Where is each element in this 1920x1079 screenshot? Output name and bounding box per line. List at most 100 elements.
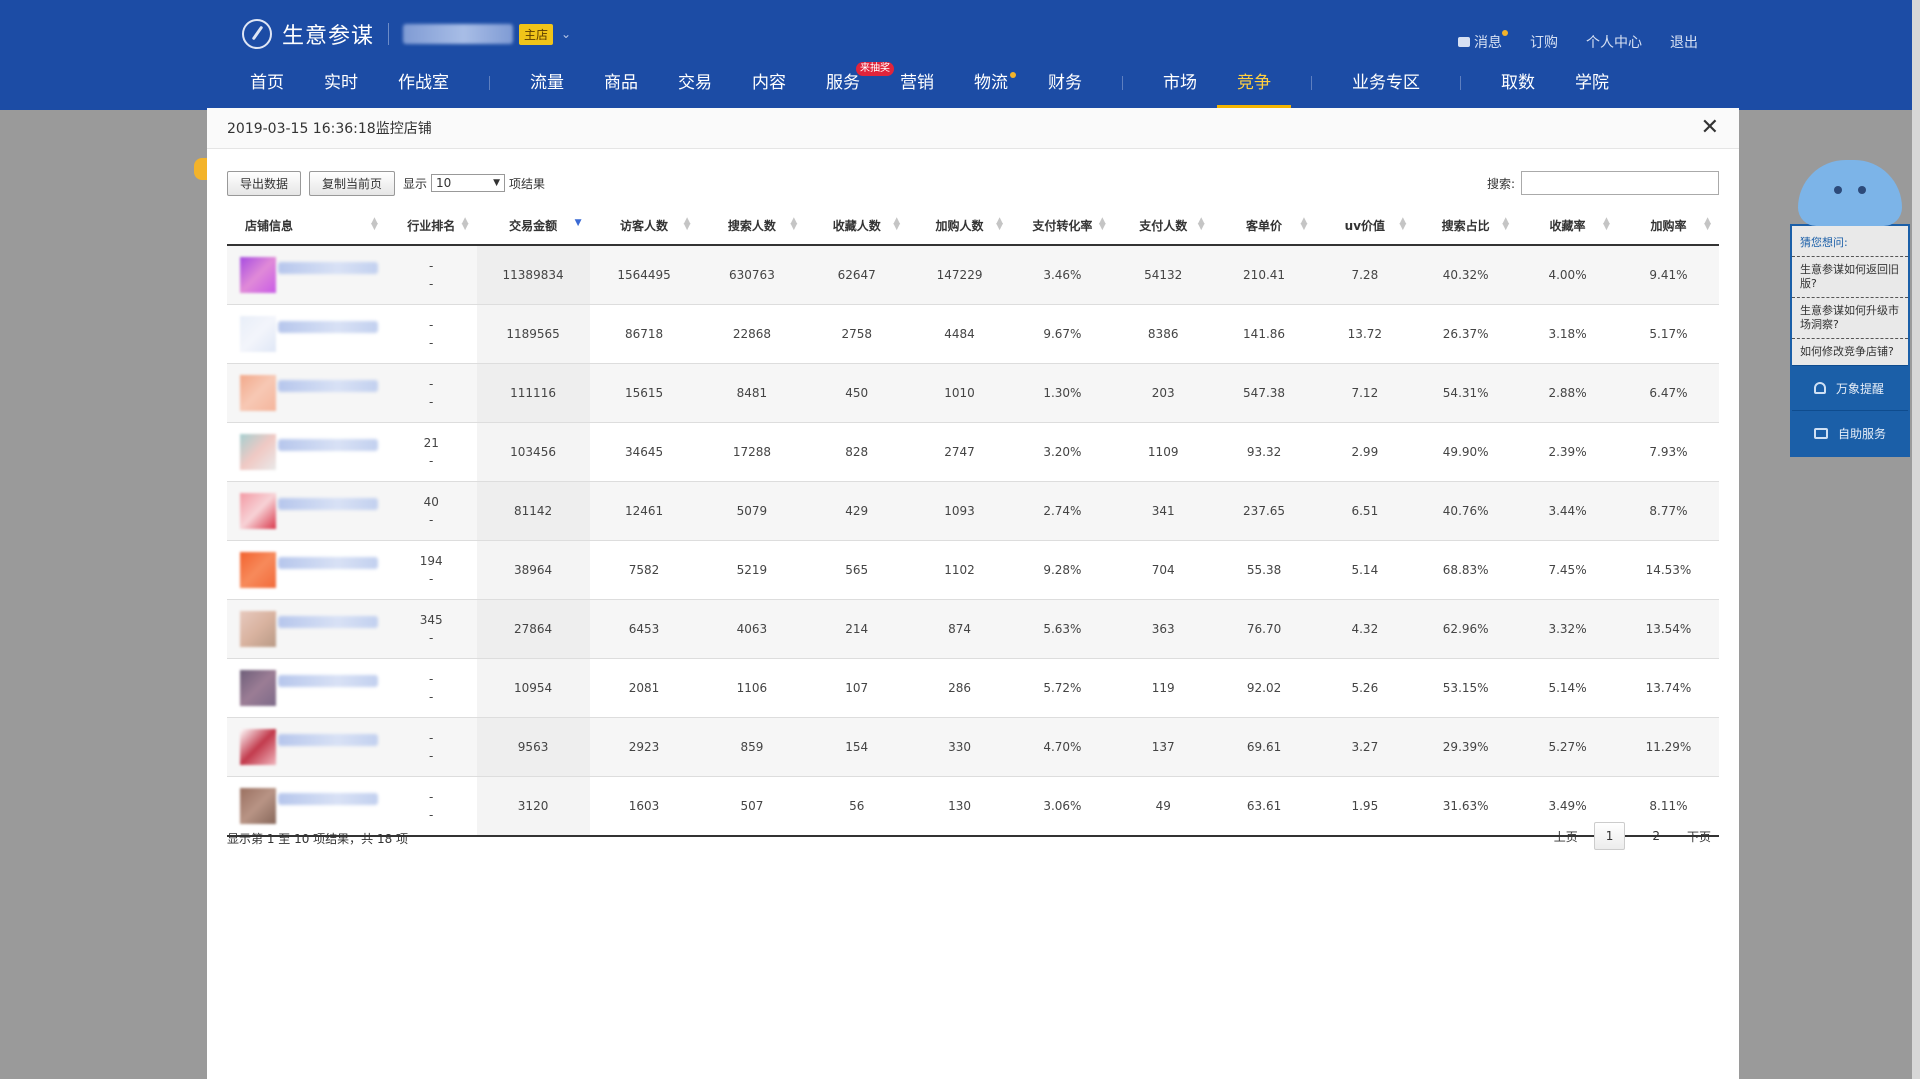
nav-item-content[interactable]: 内容 xyxy=(752,73,786,93)
nav-item-service[interactable]: 服务 来抽奖 xyxy=(826,62,894,108)
table-row[interactable]: 40 - 81142 12461 5079 429 1093 2.74% 341 237.65 6.… xyxy=(227,481,1719,541)
top-header: 生意参谋 主店 ⌄ 消息 订购 个人中心 退出 首页 实时 作战室 流量 商品 … xyxy=(0,0,1920,110)
nav-item-traffic[interactable]: 流量 xyxy=(530,73,564,93)
search-label: 搜索: xyxy=(1486,176,1515,191)
page-button-1[interactable]: 1 xyxy=(1593,822,1626,850)
nav-item-war-room[interactable]: 作战室 xyxy=(398,73,449,93)
page-button-2[interactable]: 2 xyxy=(1652,829,1660,843)
table-row[interactable]: - -3120 1603 507 56 130 3.06% 49 63.61 1.95 31.63%… xyxy=(227,776,1719,837)
prev-page-button[interactable]: 上页 xyxy=(1553,829,1578,844)
column-header[interactable]: 收藏率 ▲ ▼ xyxy=(1517,206,1618,246)
nav-item-market[interactable]: 市场 xyxy=(1163,73,1197,93)
chat-icon xyxy=(1814,427,1828,439)
page-size-select[interactable]: 10 ▼ xyxy=(431,174,506,192)
nav-divider xyxy=(1122,76,1123,90)
industry-rank: 40 - xyxy=(387,493,476,529)
column-header[interactable]: 支付转化率 ▲ ▼ xyxy=(1011,206,1114,246)
column-header[interactable]: 店铺信息 ▲ ▼ xyxy=(227,206,386,246)
nav-item-marketing[interactable]: 营销 xyxy=(900,73,934,93)
table-cell: 5.72% xyxy=(1011,658,1114,718)
page-scrollbar[interactable] xyxy=(1912,0,1920,1079)
column-header[interactable]: 支付人数 ▲ ▼ xyxy=(1113,206,1213,246)
table-cell: 3.46% xyxy=(1011,245,1114,305)
column-header[interactable]: 加购人数 ▲ ▼ xyxy=(908,206,1012,246)
nav-item-trade[interactable]: 交易 xyxy=(678,73,712,93)
shop-info[interactable] xyxy=(228,257,385,293)
export-data-button[interactable]: 导出数据 xyxy=(227,170,302,196)
nav-item-home[interactable]: 首页 xyxy=(250,73,284,93)
table-row[interactable]: 345 - 27864 6453 4063 214 874 5.63% 363 76.70 4.32… xyxy=(227,599,1719,659)
nav-item-logistics[interactable]: 物流 xyxy=(974,68,1016,108)
help-question[interactable]: 生意参谋如何升级市场洞察? xyxy=(1792,297,1908,338)
column-header[interactable]: 搜索占比 ▲ ▼ xyxy=(1414,206,1518,246)
table-cell: 7.93% xyxy=(1617,422,1719,482)
shop-info-cell xyxy=(227,245,386,305)
shop-info-cell xyxy=(227,776,386,837)
sort-desc-icon: ▼ xyxy=(574,218,582,228)
search-box: 搜索: xyxy=(1487,171,1719,195)
table-row[interactable]: - -111116 15615 8481 450 1010 1.30% 203 547.38 7.… xyxy=(227,363,1719,423)
column-header[interactable]: 搜索人数 ▲ ▼ xyxy=(698,206,806,246)
shop-info[interactable] xyxy=(228,788,385,824)
column-header[interactable]: 访客人数 ▲ ▼ xyxy=(589,206,699,246)
close-icon[interactable]: ✕ xyxy=(1700,115,1719,140)
nav-item-business-zone[interactable]: 业务专区 xyxy=(1352,73,1420,93)
table-cell: 1.30% xyxy=(1011,363,1114,423)
shop-info[interactable] xyxy=(228,670,385,706)
nav-item-label: 服务 xyxy=(826,73,860,93)
nav-item-products[interactable]: 商品 xyxy=(604,73,638,93)
column-header[interactable]: 行业排名 ▲ ▼ xyxy=(385,206,477,246)
nav-item-competition[interactable]: 竞争 xyxy=(1217,68,1291,108)
shop-info[interactable] xyxy=(228,552,385,588)
help-question[interactable]: 生意参谋如何返回旧版? xyxy=(1792,256,1908,297)
rank-cell: 40 - xyxy=(385,481,477,541)
column-header[interactable]: uv价值 ▲ ▼ xyxy=(1315,206,1415,246)
table-row[interactable]: - -9563 2923 859 154 330 4.70% 137 69.61 3.27 29.3… xyxy=(227,717,1719,777)
column-header[interactable]: 加购率 ▲ ▼ xyxy=(1617,206,1719,246)
table-cell: 49.90% xyxy=(1414,422,1518,482)
search-input[interactable] xyxy=(1521,171,1719,195)
shop-info[interactable] xyxy=(228,729,385,765)
shop-info[interactable] xyxy=(228,434,385,470)
table-cell: 363 xyxy=(1113,599,1213,659)
column-header[interactable]: 交易金额 ▼ xyxy=(476,206,590,246)
rank-value: 40 xyxy=(423,495,439,509)
self-service-button[interactable]: 自助服务 xyxy=(1792,410,1908,455)
table-row[interactable]: - -11389834 1564495 630763 62647 147229 3.46% 5… xyxy=(227,245,1719,305)
shop-info[interactable] xyxy=(228,316,385,352)
table-row[interactable]: 194 - 38964 7582 5219 565 1102 9.28% 704 55.38 5.1… xyxy=(227,540,1719,600)
column-header-label: 支付人数 xyxy=(1139,218,1188,233)
top-link-profile[interactable]: 个人中心 xyxy=(1586,35,1642,51)
column-header-label: 行业排名 xyxy=(407,218,456,233)
table-row[interactable]: - -1189565 86718 22868 2758 4484 9.67% 8386 141.… xyxy=(227,304,1719,364)
table-cell: 874 xyxy=(908,599,1012,659)
shop-info[interactable] xyxy=(228,375,385,411)
column-header[interactable]: 客单价 ▲ ▼ xyxy=(1212,206,1316,246)
shop-info[interactable] xyxy=(228,493,385,529)
top-link-subscribe[interactable]: 订购 xyxy=(1530,35,1558,51)
sort-icon: ▲ ▼ xyxy=(461,216,469,232)
elephant-mascot-icon[interactable] xyxy=(1798,160,1902,226)
copy-page-button[interactable]: 复制当前页 xyxy=(309,170,396,196)
top-link-logout[interactable]: 退出 xyxy=(1670,35,1698,51)
help-question[interactable]: 如何修改竞争店铺? xyxy=(1792,338,1908,365)
nav-item-academy[interactable]: 学院 xyxy=(1575,73,1609,93)
table-row[interactable]: 21 - 103456 34645 17288 828 2747 3.20% 1109 93.32… xyxy=(227,422,1719,482)
side-tab-stub[interactable] xyxy=(194,158,210,180)
brand-logo[interactable]: 生意参谋 主店 ⌄ xyxy=(242,18,571,50)
shop-info[interactable] xyxy=(228,611,385,647)
nav-item-realtime[interactable]: 实时 xyxy=(324,73,358,93)
rank-value: - xyxy=(429,731,434,745)
table-cell: 2758 xyxy=(805,304,909,364)
top-link-messages[interactable]: 消息 xyxy=(1458,30,1508,52)
chevron-down-icon[interactable]: ⌄ xyxy=(561,27,572,41)
table-cell: 29.39% xyxy=(1414,717,1518,777)
column-header[interactable]: 收藏人数 ▲ ▼ xyxy=(805,206,909,246)
nav-item-data-fetch[interactable]: 取数 xyxy=(1501,73,1535,93)
alert-button[interactable]: 万象提醒 xyxy=(1792,365,1908,410)
next-page-button[interactable]: 下页 xyxy=(1686,829,1711,844)
table-cell: 286 xyxy=(908,658,1012,718)
nav-item-finance[interactable]: 财务 xyxy=(1048,73,1082,93)
table-row[interactable]: - -10954 2081 1106 107 286 5.72% 119 92.02 5.26 53… xyxy=(227,658,1719,718)
table-cell: 22868 xyxy=(698,304,806,364)
